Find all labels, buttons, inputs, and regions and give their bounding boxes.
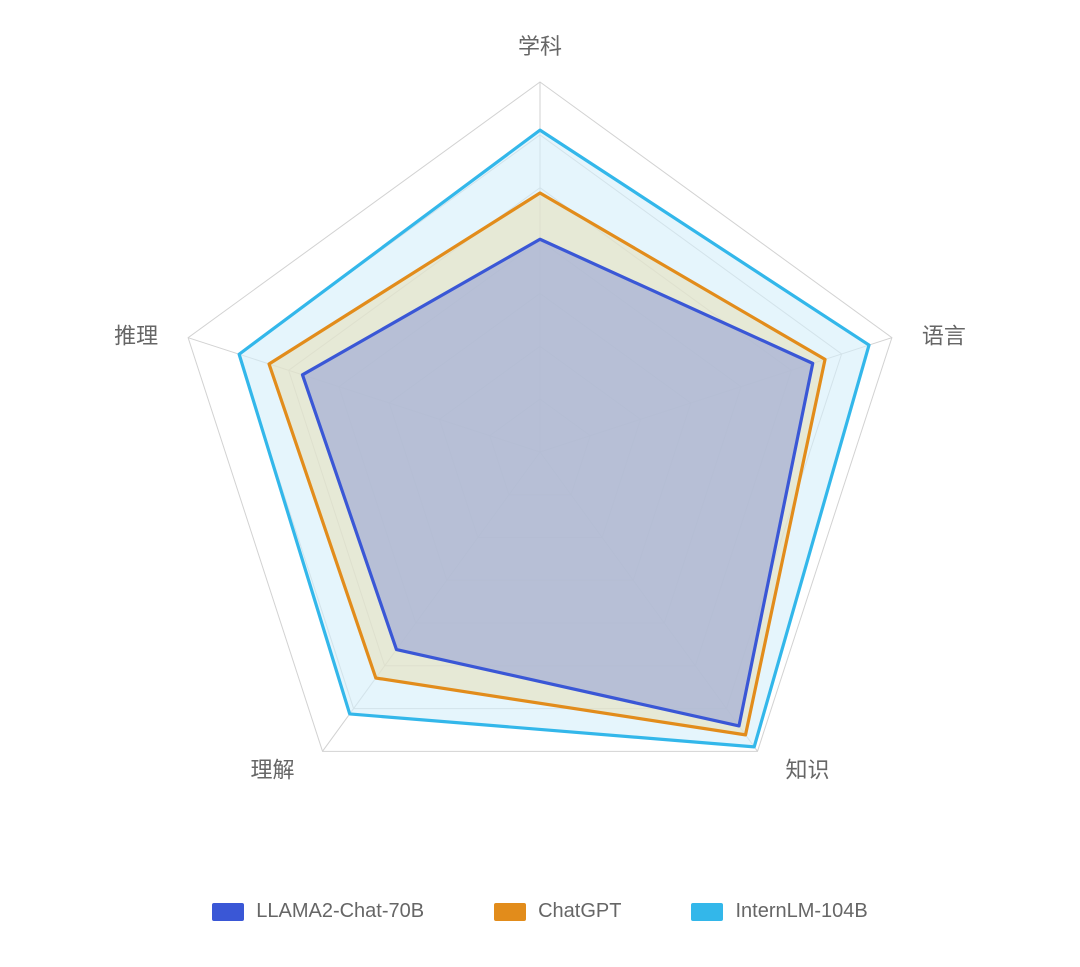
- legend-swatch: [212, 903, 244, 921]
- legend-swatch: [494, 903, 526, 921]
- axis-label: 知识: [785, 757, 829, 782]
- legend-label: LLAMA2-Chat-70B: [256, 900, 424, 923]
- legend-item: ChatGPT: [494, 900, 621, 923]
- legend-item: LLAMA2-Chat-70B: [212, 900, 424, 923]
- radar-chart-container: 学科语言知识 理解 推理 LLAMA2-Chat-70B ChatGPT InternL…: [0, 0, 1080, 967]
- legend-label: InternLM-104B: [735, 900, 867, 923]
- axis-label: 理解: [251, 757, 295, 782]
- legend-swatch: [691, 903, 723, 921]
- axis-label: 学科: [518, 34, 562, 59]
- legend: LLAMA2-Chat-70B ChatGPT InternLM-104B: [0, 900, 1080, 923]
- axis-label: 推理: [114, 324, 158, 349]
- radar-chart-svg: 学科语言知识 理解 推理: [0, 0, 1080, 967]
- legend-item: InternLM-104B: [691, 900, 867, 923]
- legend-label: ChatGPT: [538, 900, 621, 923]
- axis-label: 语言: [922, 324, 966, 349]
